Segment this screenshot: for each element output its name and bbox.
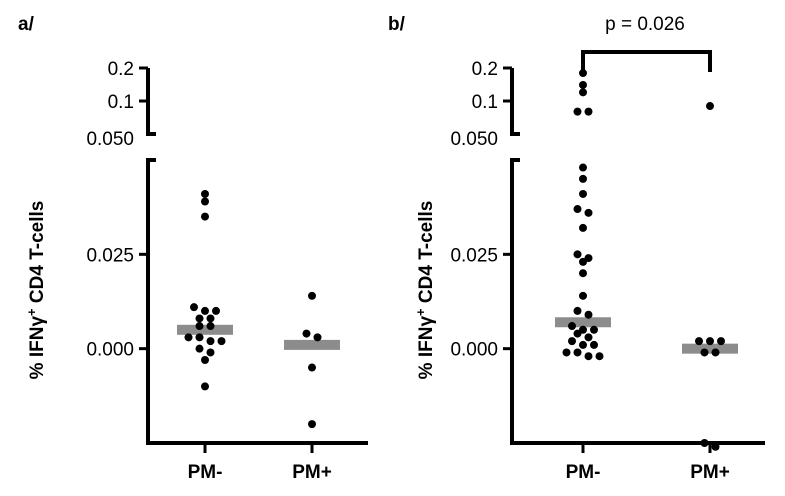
- data-point: [584, 107, 593, 116]
- data-point: [201, 197, 209, 206]
- median-bar: [555, 317, 611, 328]
- data-point: [195, 333, 204, 342]
- panel-b-label: b/: [388, 14, 406, 35]
- data-point: [212, 306, 220, 315]
- panel-b-y-axis-title: % IFNγ+ CD4 T-cells: [413, 201, 437, 380]
- data-point: [206, 314, 215, 323]
- panel-a-y-axis-title: % IFNγ+ CD4 T-cells: [24, 201, 48, 380]
- data-point: [579, 269, 587, 278]
- data-point: [206, 337, 215, 346]
- data-point: [573, 107, 582, 116]
- data-point: [700, 348, 709, 357]
- x-category-label: PM-: [566, 462, 601, 483]
- data-point: [584, 310, 593, 319]
- data-point: [706, 337, 714, 346]
- data-point: [195, 344, 204, 353]
- data-point: [195, 322, 204, 331]
- data-point: [584, 352, 593, 361]
- significance-bracket: [581, 50, 712, 72]
- data-point: [711, 442, 720, 451]
- data-point: [579, 163, 587, 172]
- data-point: [308, 291, 316, 300]
- x-category-label: PM-: [188, 462, 223, 483]
- y-tick-label: 0.025: [450, 245, 498, 266]
- data-point: [579, 88, 587, 97]
- data-point: [579, 189, 587, 198]
- data-point: [184, 333, 193, 342]
- data-point: [573, 250, 582, 259]
- data-point: [717, 337, 725, 346]
- panel-a-label: a/: [18, 14, 35, 35]
- data-point: [568, 322, 576, 331]
- data-point: [695, 337, 703, 346]
- data-point: [579, 340, 587, 349]
- data-point: [579, 257, 587, 266]
- y-tick-label: 0.1: [108, 92, 134, 113]
- data-point: [579, 174, 587, 183]
- data-point: [562, 348, 571, 357]
- median-bar: [682, 343, 738, 354]
- data-point: [201, 306, 209, 315]
- data-point: [206, 348, 215, 357]
- data-point: [700, 439, 709, 447]
- y-tick-label: 0.025: [86, 245, 134, 266]
- panel-a: a/ % IFNγ+ CD4 T-cells 0.050 0.1 0.2 0.000 0…: [18, 14, 368, 483]
- significance-annotation: p = 0.026: [605, 14, 685, 35]
- data-point: [308, 363, 316, 372]
- data-point: [573, 348, 582, 357]
- data-point: [206, 322, 215, 331]
- data-point: [584, 333, 593, 342]
- y-tick-label: 0.050: [86, 129, 134, 150]
- y-tick-label: 0.2: [108, 59, 134, 80]
- median-bar: [177, 324, 233, 335]
- data-point: [568, 337, 576, 346]
- panel-b: b/ % IFNγ+ CD4 T-cells p = 0.026 0.050 0.…: [388, 14, 765, 483]
- data-point: [590, 340, 598, 349]
- data-point: [190, 303, 198, 312]
- x-category-label: PM+: [690, 462, 730, 483]
- data-point: [201, 382, 209, 391]
- data-point: [573, 306, 582, 315]
- y-tick-label: 0.1: [472, 92, 498, 113]
- data-point: [217, 337, 226, 346]
- data-point: [201, 355, 209, 364]
- data-point: [201, 189, 209, 198]
- median-bar: [284, 339, 340, 350]
- data-point: [308, 420, 316, 429]
- data-point: [201, 212, 209, 221]
- y-tick-label: 0.2: [472, 59, 498, 80]
- data-point: [579, 80, 587, 89]
- data-point: [579, 291, 587, 300]
- data-point: [706, 102, 714, 111]
- data-point: [313, 333, 322, 342]
- y-tick-label: 0.050: [450, 129, 498, 150]
- data-point: [302, 329, 311, 338]
- data-point: [573, 205, 582, 214]
- y-tick-label: 0.000: [86, 340, 134, 361]
- data-point: [579, 223, 587, 232]
- x-category-label: PM+: [292, 462, 332, 483]
- data-point: [590, 325, 598, 334]
- data-point: [584, 208, 593, 217]
- data-point: [195, 314, 204, 323]
- y-tick-label: 0.000: [450, 340, 498, 361]
- data-point: [711, 348, 720, 357]
- data-point: [573, 329, 582, 338]
- data-point: [595, 352, 604, 361]
